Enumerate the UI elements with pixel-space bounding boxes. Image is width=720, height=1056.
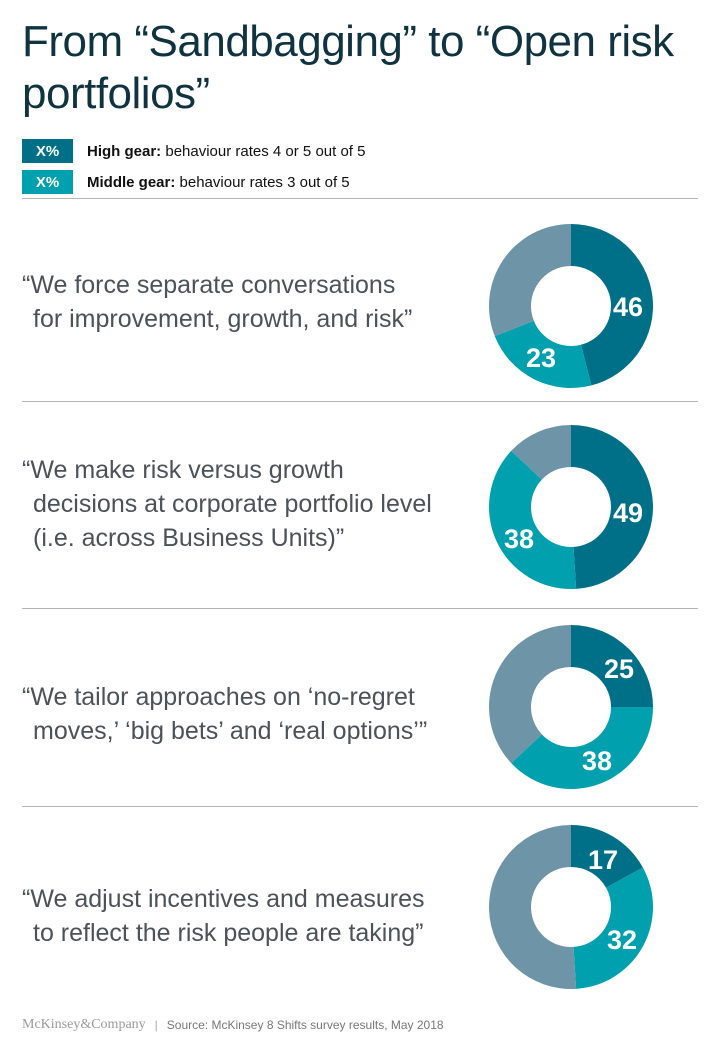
legend-swatch-high: X% bbox=[22, 139, 73, 163]
footer-separator: | bbox=[154, 1018, 158, 1032]
legend-high-gear: X% High gear: behaviour rates 4 or 5 out… bbox=[22, 139, 365, 163]
donut-value-middle-2: 38 bbox=[504, 524, 535, 554]
donut-value-high-1: 46 bbox=[613, 292, 644, 322]
legend-label-middle: Middle gear: behaviour rates 3 out of 5 bbox=[87, 173, 350, 191]
divider bbox=[22, 608, 698, 609]
divider bbox=[22, 198, 698, 199]
footer: McKinsey&Company | Source: McKinsey 8 Sh… bbox=[22, 1017, 444, 1033]
divider bbox=[22, 806, 698, 807]
donut-chart-1: 46 23 bbox=[486, 221, 656, 391]
page-title: From “Sandbagging” to “Open risk portfol… bbox=[22, 17, 674, 118]
donut-chart-4: 17 32 bbox=[486, 822, 656, 992]
divider bbox=[22, 401, 698, 402]
brand-logo: McKinsey&Company bbox=[22, 1017, 146, 1032]
quote-3: “We tailor approaches on ‘no-regret moves… bbox=[22, 683, 428, 745]
donut-value-middle-1: 23 bbox=[526, 343, 557, 373]
donut-value-middle-4: 32 bbox=[607, 925, 638, 955]
donut-value-middle-3: 38 bbox=[582, 746, 613, 776]
source-note: Source: McKinsey 8 Shifts survey results… bbox=[166, 1018, 444, 1032]
donut-value-high-4: 17 bbox=[588, 845, 619, 875]
donut-svg-2 bbox=[489, 425, 654, 589]
legend-label-high: High gear: behaviour rates 4 or 5 out of… bbox=[87, 142, 366, 160]
donut-value-high-3: 25 bbox=[604, 654, 635, 684]
donut-value-high-2: 49 bbox=[613, 498, 644, 528]
quote-1: “We force separate conversations for impr… bbox=[22, 271, 413, 333]
legend-middle-gear: X% Middle gear: behaviour rates 3 out of… bbox=[22, 170, 350, 194]
donut-chart-2: 49 38 bbox=[486, 422, 656, 592]
quote-2: “We make risk versus growth decisions at … bbox=[22, 456, 432, 552]
donut-chart-3: 25 38 bbox=[486, 622, 656, 792]
donut-svg-3 bbox=[489, 625, 653, 789]
quote-4: “We adjust incentives and measures to ref… bbox=[22, 885, 425, 947]
donut-svg-1 bbox=[489, 224, 653, 388]
legend-swatch-middle: X% bbox=[22, 170, 73, 194]
donut-svg-4 bbox=[489, 825, 653, 989]
